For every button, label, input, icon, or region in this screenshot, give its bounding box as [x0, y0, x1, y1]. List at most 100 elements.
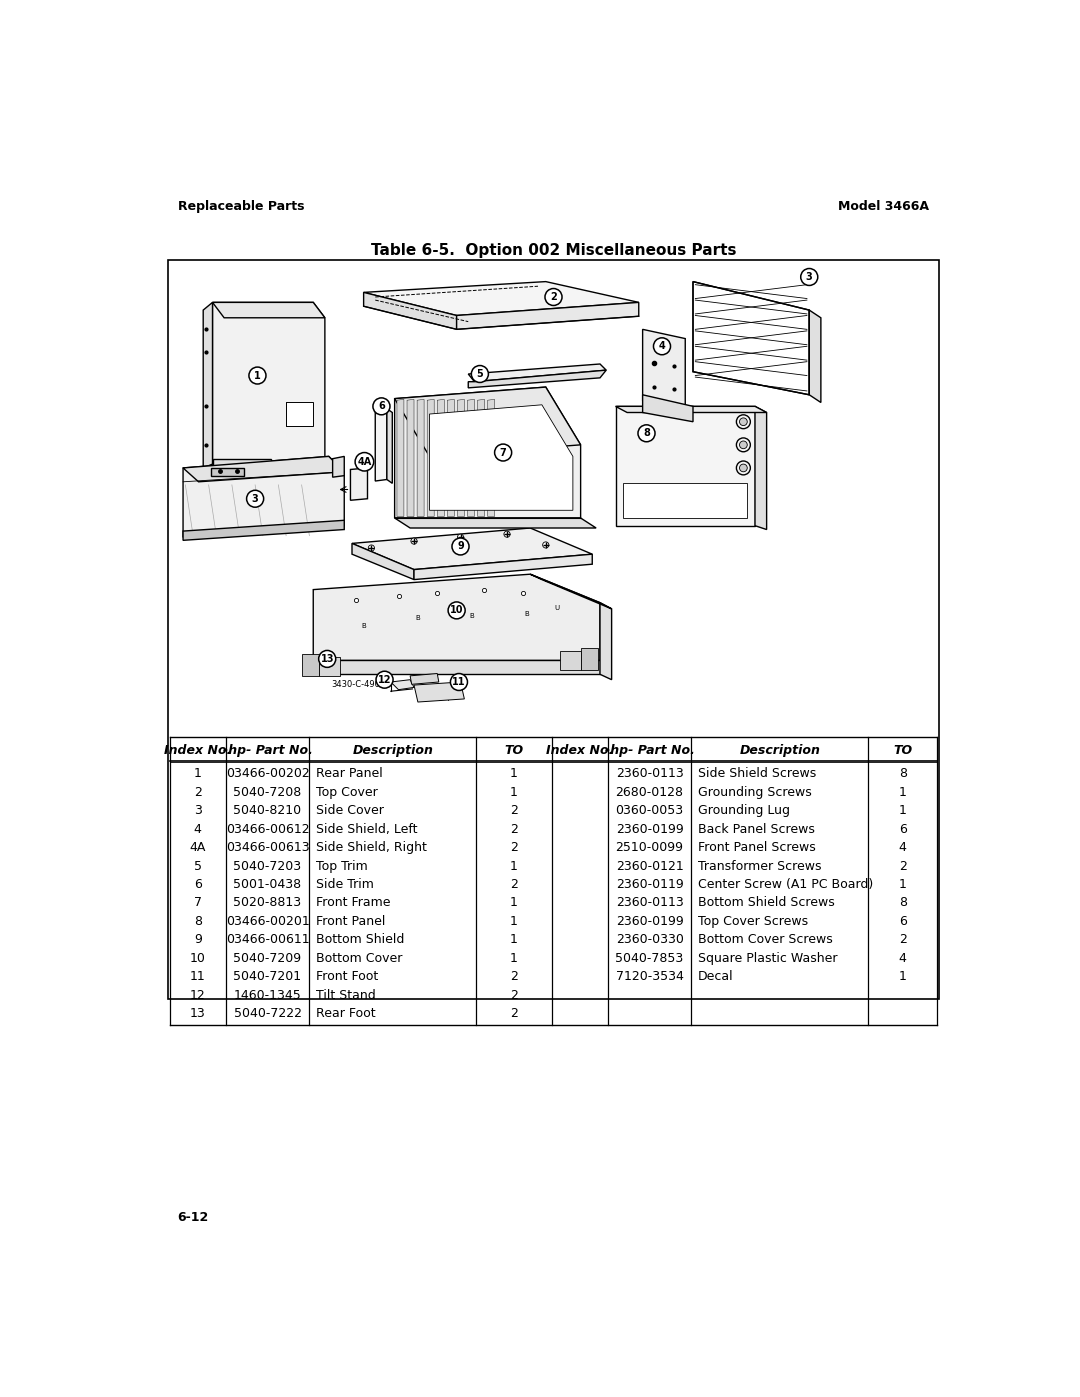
Text: 2360-0330: 2360-0330 — [616, 933, 684, 946]
Polygon shape — [286, 402, 313, 426]
Polygon shape — [437, 400, 444, 517]
Text: TO: TO — [504, 745, 524, 757]
Text: B: B — [416, 615, 420, 622]
Text: 2: 2 — [193, 785, 202, 799]
Circle shape — [542, 542, 549, 548]
Text: 2: 2 — [510, 971, 518, 983]
Text: 5040-7222: 5040-7222 — [233, 1007, 301, 1020]
Text: Side Shield, Left: Side Shield, Left — [315, 823, 417, 835]
Circle shape — [355, 453, 374, 471]
Text: 2: 2 — [899, 859, 906, 873]
Polygon shape — [352, 543, 414, 580]
Polygon shape — [458, 400, 464, 517]
Text: 2: 2 — [510, 1007, 518, 1020]
Text: Bottom Cover Screws: Bottom Cover Screws — [698, 933, 833, 946]
Text: 5040-8210: 5040-8210 — [233, 805, 301, 817]
Text: -hp- Part No.: -hp- Part No. — [222, 745, 312, 757]
Text: 2: 2 — [510, 823, 518, 835]
Text: B: B — [524, 612, 529, 617]
Polygon shape — [364, 282, 638, 316]
Polygon shape — [364, 292, 457, 330]
Polygon shape — [407, 400, 414, 517]
Text: 4: 4 — [193, 823, 202, 835]
Text: 2360-0199: 2360-0199 — [616, 823, 684, 835]
Text: Transformer Screws: Transformer Screws — [698, 859, 821, 873]
Text: 2: 2 — [510, 877, 518, 891]
Polygon shape — [183, 520, 345, 541]
Text: 13: 13 — [321, 654, 334, 664]
Polygon shape — [457, 302, 638, 330]
Text: Bottom Cover: Bottom Cover — [315, 951, 402, 965]
Text: 2510-0099: 2510-0099 — [616, 841, 684, 854]
Polygon shape — [213, 302, 325, 464]
Polygon shape — [350, 468, 367, 500]
Text: 2680-0128: 2680-0128 — [616, 785, 684, 799]
Text: 1: 1 — [899, 877, 906, 891]
Circle shape — [248, 367, 266, 384]
Polygon shape — [581, 648, 598, 669]
Text: 1: 1 — [899, 785, 906, 799]
Text: Top Cover Screws: Top Cover Screws — [698, 915, 808, 928]
Text: 1: 1 — [510, 859, 518, 873]
Text: 6-12: 6-12 — [177, 1211, 208, 1224]
Text: 1: 1 — [510, 767, 518, 780]
Text: 7: 7 — [500, 447, 507, 458]
Text: 10: 10 — [450, 605, 463, 616]
Polygon shape — [643, 395, 693, 422]
Text: 6: 6 — [193, 877, 202, 891]
Text: 4A: 4A — [357, 457, 372, 467]
Text: Rear Panel: Rear Panel — [315, 767, 382, 780]
Polygon shape — [809, 310, 821, 402]
Text: 6: 6 — [378, 401, 384, 411]
Text: 10: 10 — [190, 951, 205, 965]
Circle shape — [504, 531, 510, 538]
Circle shape — [545, 289, 562, 306]
Circle shape — [246, 490, 264, 507]
Polygon shape — [203, 302, 213, 468]
Polygon shape — [559, 651, 581, 669]
Text: Model 3466A: Model 3466A — [838, 200, 930, 212]
Text: Side Trim: Side Trim — [315, 877, 374, 891]
Polygon shape — [319, 658, 340, 676]
Polygon shape — [477, 400, 485, 517]
Polygon shape — [469, 365, 606, 381]
Polygon shape — [417, 400, 424, 517]
Text: Table 6-5.  Option 002 Miscellaneous Parts: Table 6-5. Option 002 Miscellaneous Part… — [370, 243, 737, 258]
Text: Side Shield, Right: Side Shield, Right — [315, 841, 427, 854]
Circle shape — [368, 545, 375, 550]
Polygon shape — [447, 400, 455, 517]
Text: 9: 9 — [457, 542, 464, 552]
Polygon shape — [468, 400, 474, 517]
Text: 1: 1 — [510, 933, 518, 946]
Polygon shape — [352, 528, 592, 570]
Circle shape — [740, 418, 747, 426]
Text: 9: 9 — [193, 933, 202, 946]
Text: 2360-0113: 2360-0113 — [616, 897, 684, 909]
Text: Grounding Screws: Grounding Screws — [698, 785, 811, 799]
Polygon shape — [616, 407, 755, 525]
Text: 1: 1 — [510, 897, 518, 909]
Text: Side Cover: Side Cover — [315, 805, 383, 817]
Text: 1: 1 — [254, 370, 261, 380]
Circle shape — [471, 366, 488, 383]
Polygon shape — [313, 574, 600, 661]
Text: 2360-0199: 2360-0199 — [616, 915, 684, 928]
Text: 03466-00201: 03466-00201 — [226, 915, 309, 928]
Polygon shape — [488, 400, 495, 517]
Text: Replaceable Parts: Replaceable Parts — [177, 200, 305, 212]
Text: Decal: Decal — [698, 971, 733, 983]
Text: Index No.: Index No. — [164, 745, 231, 757]
Polygon shape — [616, 407, 767, 412]
Polygon shape — [387, 409, 392, 483]
Polygon shape — [394, 387, 581, 457]
Text: 5040-7209: 5040-7209 — [233, 951, 301, 965]
Text: 5: 5 — [193, 859, 202, 873]
Polygon shape — [183, 457, 345, 538]
Text: 4: 4 — [899, 841, 906, 854]
Text: 7120-3534: 7120-3534 — [616, 971, 684, 983]
Circle shape — [376, 671, 393, 689]
Text: 6: 6 — [899, 823, 906, 835]
Text: Square Plastic Washer: Square Plastic Washer — [698, 951, 837, 965]
Text: 2: 2 — [899, 933, 906, 946]
Text: 2: 2 — [510, 805, 518, 817]
